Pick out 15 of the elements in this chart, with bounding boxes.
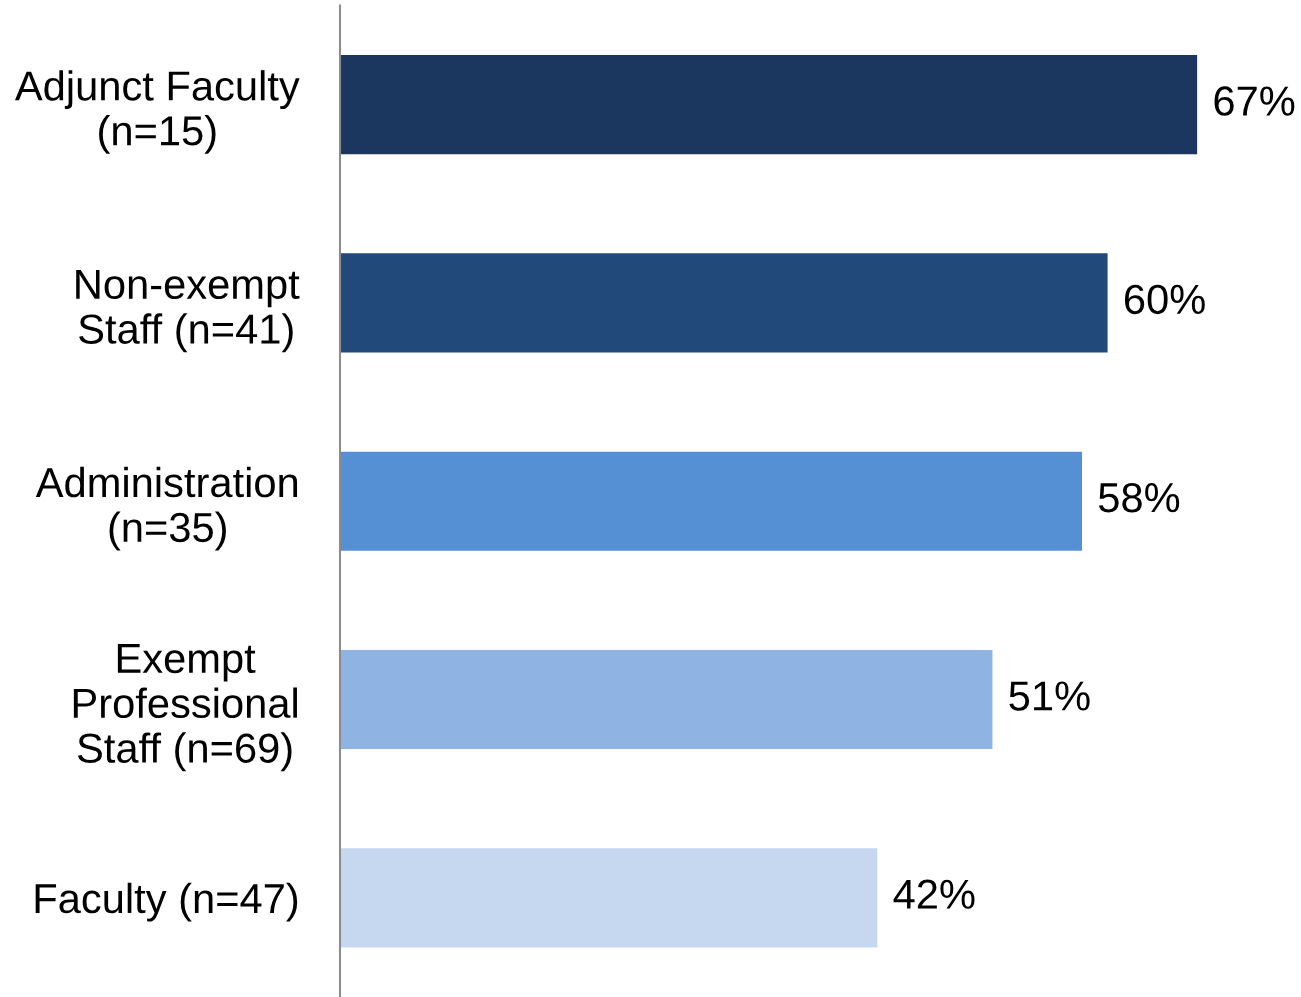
data-label: 60%: [1124, 284, 1205, 315]
bar: [340, 848, 878, 948]
data-label: 67%: [1214, 86, 1295, 116]
data-label: 58%: [1098, 482, 1180, 513]
y-tick-label: Faculty (n=47): [35, 882, 298, 922]
y-tick-label: Non-exempt Staff (n=41): [76, 269, 300, 353]
y-tick-label: Administration (n=35): [35, 466, 298, 551]
bar: [340, 55, 1198, 155]
bar: [340, 649, 993, 750]
y-tick-label: Adjunct Faculty (n=15): [14, 70, 300, 154]
bar: [340, 451, 1082, 551]
bar: [340, 253, 1108, 353]
data-label: 51%: [1009, 681, 1090, 711]
data-label: 42%: [893, 879, 975, 909]
y-tick-label: Exempt Professional Staff (n=69): [73, 644, 297, 772]
